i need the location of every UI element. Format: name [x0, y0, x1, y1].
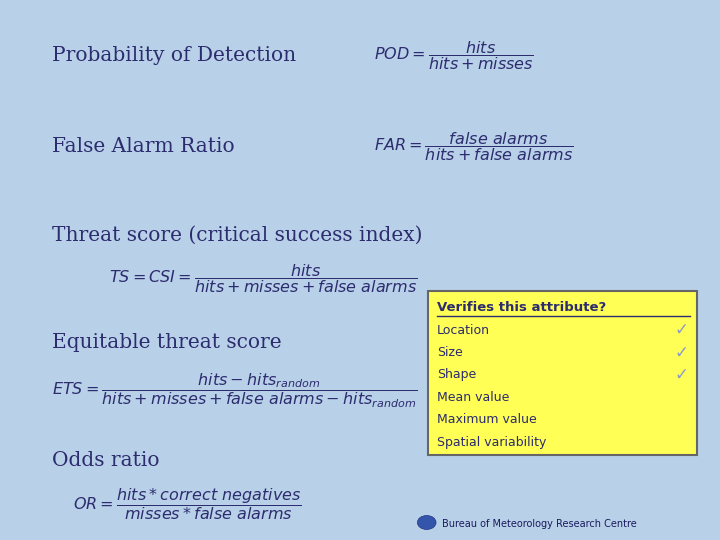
Text: Maximum value: Maximum value	[437, 413, 536, 426]
Text: $OR = \dfrac{hits * correct\ negatives}{misses * false\ alarms}$: $OR = \dfrac{hits * correct\ negatives}{…	[73, 485, 302, 522]
Text: Spatial variability: Spatial variability	[437, 435, 546, 449]
Text: $FAR = \dfrac{false\ alarms}{hits + false\ alarms}$: $FAR = \dfrac{false\ alarms}{hits + fals…	[374, 130, 574, 163]
Circle shape	[418, 516, 436, 530]
Text: ✓: ✓	[675, 321, 688, 339]
Text: Verifies this attribute?: Verifies this attribute?	[437, 301, 606, 314]
Text: Odds ratio: Odds ratio	[52, 451, 159, 470]
Text: Probability of Detection: Probability of Detection	[52, 45, 296, 65]
Text: False Alarm Ratio: False Alarm Ratio	[52, 137, 234, 156]
Text: Size: Size	[437, 346, 462, 359]
Text: ✓: ✓	[675, 343, 688, 361]
Text: Location: Location	[437, 323, 490, 336]
Text: Shape: Shape	[437, 368, 476, 381]
Text: $TS = CSI = \dfrac{hits}{hits + misses + false\ alarms}$: $TS = CSI = \dfrac{hits}{hits + misses +…	[109, 261, 418, 294]
Text: ✓: ✓	[675, 366, 688, 384]
FancyBboxPatch shape	[428, 292, 697, 455]
Text: $ETS = \dfrac{hits - hits_{random}}{hits + misses + false\ alarms - hits_{random: $ETS = \dfrac{hits - hits_{random}}{hits…	[52, 372, 417, 410]
Text: $POD = \dfrac{hits}{hits + misses}$: $POD = \dfrac{hits}{hits + misses}$	[374, 39, 534, 72]
Text: Equitable threat score: Equitable threat score	[52, 333, 282, 352]
Text: Threat score (critical success index): Threat score (critical success index)	[52, 226, 422, 245]
Text: Mean value: Mean value	[437, 391, 509, 404]
Text: Bureau of Meteorology Research Centre: Bureau of Meteorology Research Centre	[443, 519, 637, 529]
